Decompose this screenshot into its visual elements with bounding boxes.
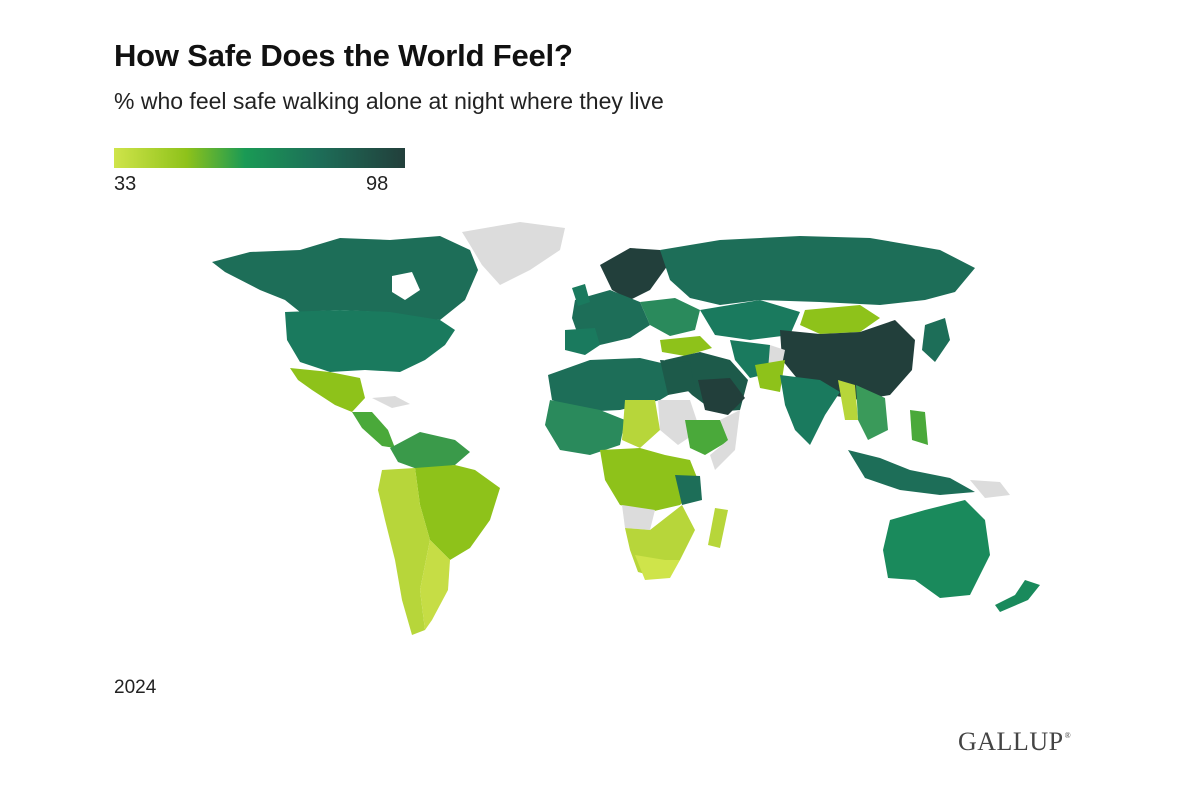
region-australia — [883, 500, 990, 598]
legend-min-label: 33 — [114, 173, 137, 195]
region-brazil — [415, 465, 500, 560]
region-west-africa — [545, 400, 625, 455]
region-hudson-bay — [392, 272, 420, 300]
region-central-africa — [600, 448, 700, 512]
region-usa — [285, 310, 455, 372]
region-eastern-europe — [640, 298, 700, 336]
region-southern-cone — [420, 540, 450, 630]
gallup-logo: GALLUP® — [958, 727, 1072, 756]
region-philippines — [910, 410, 928, 445]
region-egypt — [660, 360, 695, 395]
region-japan — [922, 318, 950, 362]
region-north-africa — [548, 358, 685, 412]
region-sahel-mid — [622, 400, 660, 448]
region-central-america — [352, 412, 395, 448]
region-myanmar — [838, 380, 858, 420]
region-madagascar — [708, 508, 728, 548]
region-pakistan — [755, 360, 785, 392]
legend-color-scale — [114, 148, 405, 168]
region-india — [780, 375, 840, 445]
region-greenland — [462, 222, 565, 285]
region-iberia — [565, 328, 600, 355]
legend-max-label: 98 — [366, 173, 389, 195]
region-canada — [212, 236, 478, 320]
region-new-zealand — [995, 580, 1040, 612]
region-ethiopia — [685, 420, 730, 455]
chart-title: How Safe Does the World Feel? — [114, 38, 573, 73]
region-arabia-dark — [698, 378, 745, 415]
region-russia — [660, 236, 975, 305]
year-label: 2024 — [114, 677, 157, 698]
region-new-guinea — [970, 480, 1010, 498]
region-andes — [378, 468, 430, 635]
region-tanzania — [675, 475, 702, 505]
region-scandinavia — [600, 248, 668, 300]
region-uk — [572, 284, 590, 306]
region-central-asia — [700, 300, 800, 340]
region-mexico — [290, 368, 365, 412]
region-south-africa — [635, 555, 680, 580]
region-south-america-north — [390, 432, 470, 470]
region-mongolia — [800, 305, 880, 334]
region-turkey — [660, 336, 712, 356]
region-indochina — [856, 385, 888, 440]
region-somalia — [710, 410, 740, 470]
region-indonesia — [848, 450, 975, 495]
registered-mark: ® — [1064, 731, 1072, 740]
world-choropleth-map — [212, 222, 1040, 635]
region-caribbean — [372, 396, 410, 408]
region-angola-drc — [622, 505, 655, 530]
chart-subtitle: % who feel safe walking alone at night w… — [114, 88, 664, 114]
